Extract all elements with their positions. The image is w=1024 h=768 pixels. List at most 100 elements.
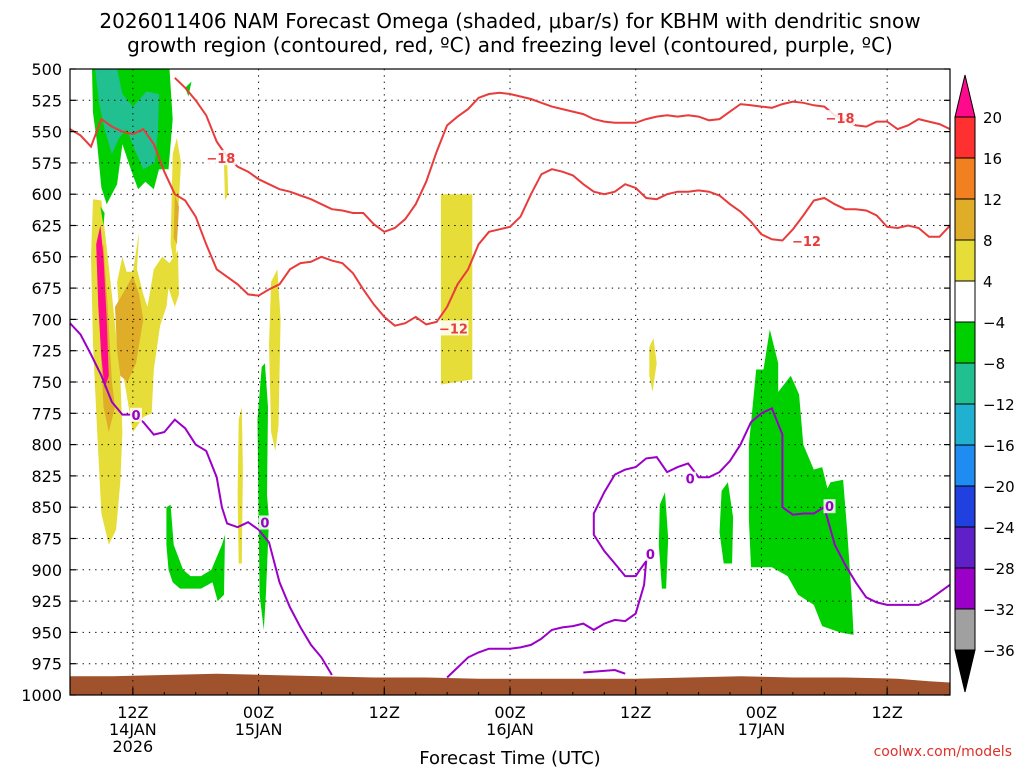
colorbar-label: −32 <box>983 601 1015 619</box>
contour-labels: −18 −12 −12 −18 0 0 0 0 0 <box>130 110 855 563</box>
colorbar-segment <box>954 526 976 569</box>
omega-region-yellow <box>269 269 281 451</box>
colorbar-segment <box>954 444 976 487</box>
y-tick-label: 600 <box>31 185 62 204</box>
x-tick-label: 12Z <box>871 703 902 722</box>
omega-region-gold <box>173 194 179 245</box>
omega-region-gold <box>115 275 144 382</box>
omega-region-green <box>658 492 669 589</box>
plot-area: −18 −12 −12 −18 0 0 0 0 0 <box>70 69 950 695</box>
y-tick-label: 725 <box>31 342 62 361</box>
colorbar-segment <box>954 362 976 405</box>
contour-label-purple: 0 <box>825 500 834 515</box>
colorbar-label: 16 <box>983 150 1002 168</box>
omega-region-green <box>100 206 105 226</box>
colorbar-label: 12 <box>983 191 1002 209</box>
contour-red-line <box>70 117 950 327</box>
colorbar-label: 20 <box>983 109 1002 127</box>
y-tick-label: 900 <box>31 561 62 580</box>
x-tick-label: 00Z <box>746 703 777 722</box>
y-tick-label: 525 <box>31 91 62 110</box>
y-tick-label: 650 <box>31 248 62 267</box>
y-tick-label: 1000 <box>21 686 62 705</box>
contour-label-purple: 0 <box>686 473 695 488</box>
colorbar-label: −36 <box>983 642 1015 660</box>
contour-label-red: −12 <box>439 322 468 337</box>
omega-region-green <box>748 329 854 635</box>
contour-label-bg <box>258 515 271 530</box>
omega-shading <box>91 69 854 635</box>
y-tick-label: 850 <box>31 498 62 517</box>
contour-purple-line <box>70 322 333 676</box>
y-tick-label: 975 <box>31 655 62 674</box>
colorbar-label: −24 <box>983 519 1015 537</box>
contour-purple-line <box>583 668 626 675</box>
omega-region-pink <box>96 225 109 389</box>
y-tick-label: 825 <box>31 467 62 486</box>
colorbar-arrow-bottom <box>954 649 976 693</box>
contour-label-bg <box>130 407 142 422</box>
contour-label-red: −18 <box>206 152 235 167</box>
x-tick-label: 12Z <box>369 703 400 722</box>
x-tick-label: 14JAN <box>109 720 157 739</box>
contour-label-red: −18 <box>826 112 855 127</box>
colorbar-segment <box>954 157 976 200</box>
omega-region-yellow <box>237 407 243 564</box>
contour-label-bg <box>684 471 697 486</box>
credit-text: coolwx.com/models <box>874 744 1012 760</box>
contour-purple-line <box>446 406 950 679</box>
omega-region-green <box>719 482 734 564</box>
y-tick-label: 800 <box>31 436 62 455</box>
terrain-fill <box>70 673 950 695</box>
y-tick-label: 675 <box>31 279 62 298</box>
y-tick-label: 750 <box>31 373 62 392</box>
colorbar-segment <box>954 485 976 528</box>
omega-region-green <box>185 81 192 97</box>
colorbar-label: −12 <box>983 396 1015 414</box>
contour-label-bg <box>823 499 836 514</box>
y-tick-label: 550 <box>31 123 62 142</box>
colorbar-label: 4 <box>983 273 993 291</box>
colorbar-segment <box>954 321 976 364</box>
omega-region-teal <box>95 69 159 170</box>
terrain-surface <box>70 673 950 695</box>
contour-lines <box>70 77 950 679</box>
omega-region-green <box>166 504 225 602</box>
x-tick-label: 12Z <box>117 703 148 722</box>
omega-region-yellow <box>224 159 229 201</box>
colorbar-segment <box>954 608 976 651</box>
omega-region-yellow <box>440 194 473 385</box>
y-tick-label: 700 <box>31 310 62 329</box>
x-tick-label: 15JAN <box>235 720 283 739</box>
colorbar-segment <box>954 567 976 610</box>
colorbar-label: −28 <box>983 560 1015 578</box>
y-tick-label: 925 <box>31 592 62 611</box>
y-axis: 500 525 550 575 600 625 650 675 700 725 750 775 800 8… <box>21 60 950 705</box>
colorbar-arrow-top <box>954 74 976 118</box>
contour-red-line <box>174 77 950 233</box>
colorbar: 20 16 12 8 4 −4 −8 −12 −16 −20 −24 −28 −32 −36 <box>954 74 1015 693</box>
contour-label-purple: 0 <box>646 548 655 563</box>
x-tick-label: 17JAN <box>738 720 786 739</box>
contour-label-bg <box>825 110 855 126</box>
x-axis-label: Forecast Time (UTC) <box>419 748 600 768</box>
y-tick-label: 500 <box>31 60 62 79</box>
colorbar-segment <box>954 239 976 282</box>
colorbar-label: −20 <box>983 478 1015 496</box>
colorbar-segment <box>954 116 976 159</box>
contour-label-bg <box>205 150 236 166</box>
colorbar-segment <box>954 280 976 323</box>
y-tick-label: 575 <box>31 154 62 173</box>
x-tick-label: 00Z <box>243 703 274 722</box>
omega-region-yellow <box>649 338 657 392</box>
colorbar-label: 8 <box>983 232 993 250</box>
x-tick-label: 16JAN <box>486 720 534 739</box>
chart-title-line-2: growth region (contoured, red, ºC) and f… <box>127 33 893 57</box>
colorbar-segment <box>954 198 976 241</box>
y-tick-label: 950 <box>31 623 62 642</box>
contour-label-red: −12 <box>792 235 821 250</box>
contour-label-purple: 0 <box>131 409 140 424</box>
colorbar-label: −4 <box>983 314 1005 332</box>
